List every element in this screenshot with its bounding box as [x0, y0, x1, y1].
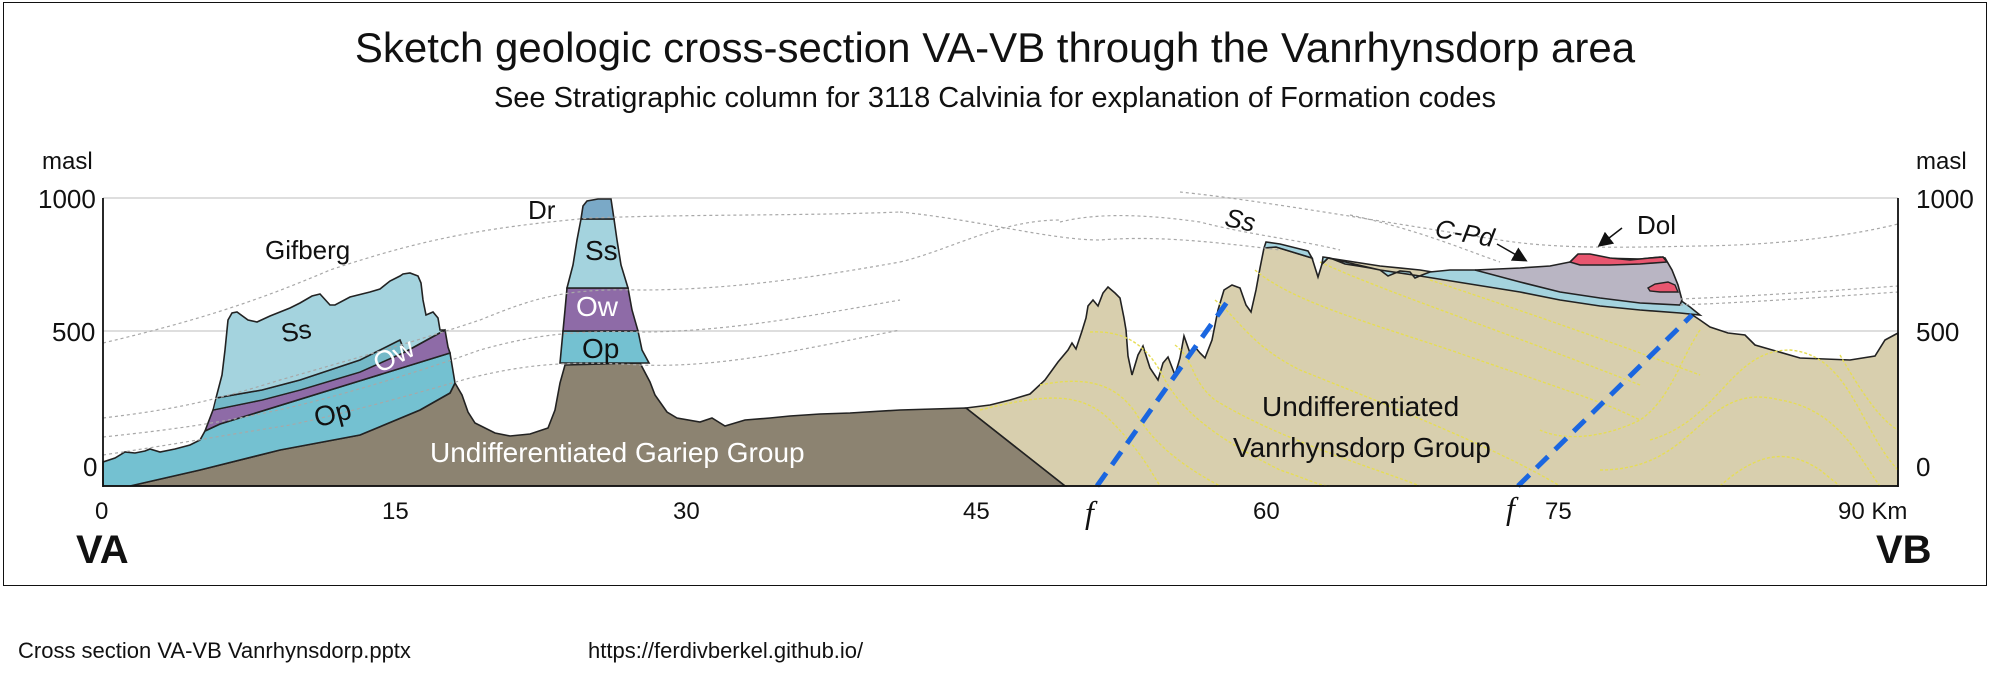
dol-unit-top [1568, 253, 1669, 266]
projection-lines [102, 191, 1899, 456]
y-tick-right-0: 0 [1916, 452, 1931, 482]
label-op-pillar: Op [582, 333, 620, 364]
fold-traces [979, 261, 1899, 487]
dr-pillar-unit [580, 198, 615, 220]
x-tick-0: 0 [95, 498, 109, 525]
y-tick-right-500: 500 [1916, 317, 1960, 347]
figure-title: Sketch geologic cross-section VA-VB thro… [354, 24, 1636, 71]
op-left-unit [102, 351, 456, 487]
label-gifberg: Gifberg [265, 235, 351, 265]
label-gariep-group: Undifferentiated Gariep Group [430, 437, 805, 468]
x-tick-15: 15 [382, 498, 409, 525]
figure-subtitle: See Stratigraphic column for 3118 Calvin… [493, 82, 1497, 114]
y-axis-unit-left: masl [42, 148, 93, 175]
section-start-va: VA [76, 528, 129, 572]
x-tick-30: 30 [673, 498, 700, 525]
faults [1094, 293, 1694, 488]
label-vanrhynsdorp-line2: Vanrhynsdorp Group [1233, 432, 1491, 463]
label-vanrhynsdorp-line1: Undifferentiated [1262, 391, 1460, 422]
y-tick-left-1000: 1000 [38, 184, 96, 214]
x-tick-90km: 90 Km [1838, 498, 1908, 525]
ss-right-cap-1 [1262, 241, 1314, 260]
x-tick-60: 60 [1253, 498, 1280, 525]
y-tick-right-1000: 1000 [1916, 184, 1974, 214]
section-end-vb: VB [1876, 528, 1932, 572]
dol-unit-lens [1647, 281, 1680, 293]
ss-left-unit [214, 272, 446, 400]
label-dr: Dr [528, 195, 556, 225]
label-dol: Dol [1637, 210, 1677, 240]
footer-url[interactable]: https://ferdivberkel.github.io/ [588, 638, 864, 663]
fault-1 [1094, 293, 1235, 488]
footer-filename: Cross section VA-VB Vanrhynsdorp.pptx [18, 638, 411, 663]
y-axis-unit-right: masl [1916, 148, 1967, 175]
y-tick-left-0: 0 [83, 452, 98, 482]
label-ow-pillar: Ow [576, 291, 618, 322]
fault-label-1: f [1085, 494, 1094, 530]
x-tick-75: 75 [1545, 498, 1572, 525]
cpd-unit [1474, 256, 1683, 306]
label-ss-right: Ss [1222, 202, 1259, 238]
axes [102, 198, 1899, 487]
x-tick-45: 45 [963, 498, 990, 525]
label-ss-pillar: Ss [585, 235, 618, 266]
fault-label-2: f [1506, 490, 1515, 526]
ss-pillar-unit [565, 218, 630, 289]
y-tick-left-500: 500 [52, 317, 96, 347]
label-ss-left: Ss [278, 313, 314, 349]
figure-frame [3, 2, 1987, 586]
fault-2 [1516, 313, 1694, 488]
